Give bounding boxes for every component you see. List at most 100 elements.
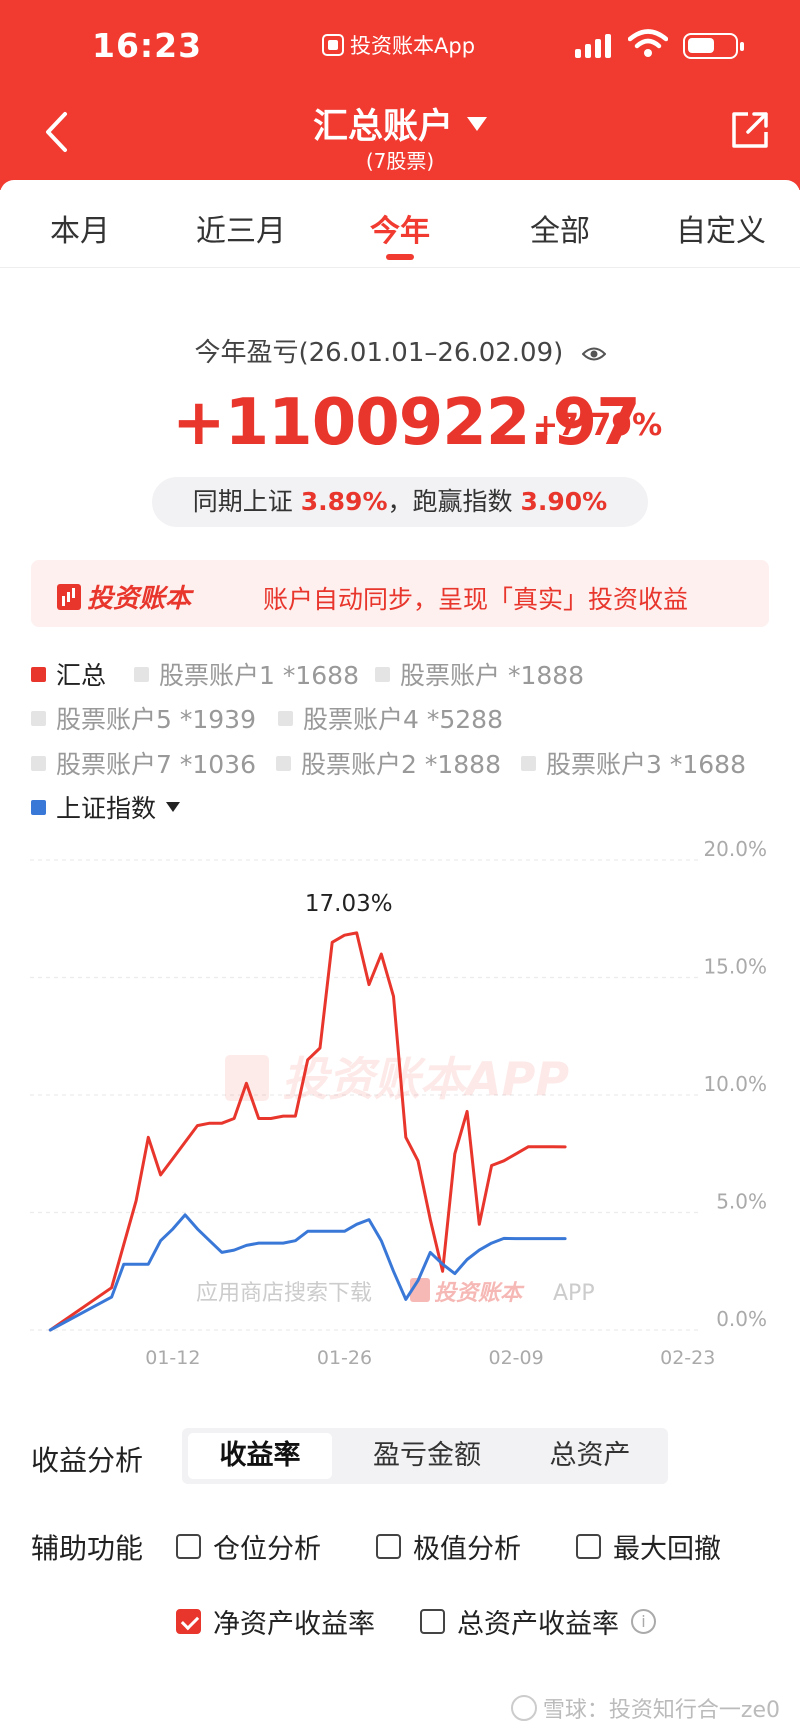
share-icon[interactable]	[728, 108, 772, 152]
legend-swatch	[278, 710, 293, 726]
chart-watermark-caption: 应用商店搜索下载	[196, 1281, 372, 1306]
pl-caption: 今年盈亏(26.01.01–26.02.09)	[0, 332, 800, 369]
page-subtitle: (7股票)	[365, 149, 435, 173]
compare-prefix: 同期上证	[192, 487, 293, 516]
tab-this-year[interactable]: 今年	[370, 214, 430, 249]
legend-swatch	[276, 755, 291, 771]
legend-item-account[interactable]: 股票账户 *1888	[375, 656, 584, 692]
pl-rate: +7.79%	[533, 408, 663, 443]
index-line	[48, 1213, 567, 1332]
legend-label: 上证指数	[56, 794, 157, 823]
compare-mid: ，跑赢指数	[387, 487, 513, 516]
brand-logo: 投资账本	[57, 578, 191, 615]
legend-swatch	[375, 666, 390, 682]
legend-label: 股票账户2 *1888	[301, 750, 501, 779]
status-time: 16:23	[92, 26, 203, 65]
chevron-down-icon	[166, 802, 181, 812]
analysis-segmented-control: 收益率 盈亏金额 总资产	[182, 1428, 668, 1484]
x-tick-label: 02-23	[660, 1347, 715, 1369]
index-rate: 3.89%	[300, 487, 388, 516]
legend-item-account2[interactable]: 股票账户2 *1888	[276, 745, 501, 781]
index-comparison: 同期上证 3.89%，跑赢指数 3.90%	[152, 477, 648, 527]
legend-label: 股票账户7 *1036	[56, 750, 256, 779]
legend-label: 股票账户5 *1939	[56, 705, 256, 734]
beat-rate: 3.90%	[520, 487, 608, 516]
segment-total-assets[interactable]: 总资产	[549, 1440, 631, 1471]
checkbox-icon	[376, 1534, 401, 1559]
y-tick-label: 0.0%	[716, 1307, 767, 1331]
legend-swatch	[134, 666, 149, 682]
chart-watermark: 投资账本APP	[282, 1052, 569, 1106]
segment-pl-amount[interactable]: 盈亏金额	[373, 1440, 481, 1471]
checkbox-extreme-analysis[interactable]: 极值分析	[376, 1527, 521, 1566]
checkbox-icon	[420, 1609, 445, 1634]
legend-swatch	[31, 799, 46, 815]
legend-item-index[interactable]: 上证指数	[31, 789, 181, 825]
pl-caption-text: 今年盈亏(26.01.01–26.02.09)	[194, 338, 564, 368]
y-tick-label: 20.0%	[703, 837, 767, 861]
legend-label: 股票账户4 *5288	[303, 705, 503, 734]
pl-amount: +1100922.97	[172, 386, 641, 460]
battery-icon	[683, 33, 744, 59]
legend-swatch	[521, 755, 536, 771]
app-icon	[322, 34, 344, 56]
checkbox-total-asset-return[interactable]: 总资产收益率 i	[420, 1602, 656, 1641]
status-app-indicator: 投资账本App	[322, 30, 475, 60]
active-tab-indicator	[386, 254, 414, 260]
legend-swatch	[31, 666, 46, 682]
account-selector[interactable]: 汇总账户	[0, 98, 800, 149]
promo-banner[interactable]: 投资账本 账户自动同步，呈现「真实」投资收益	[31, 560, 769, 627]
legend-label: 股票账户 *1888	[400, 661, 585, 690]
checkbox-position-analysis[interactable]: 仓位分析	[176, 1527, 321, 1566]
legend-item-account3[interactable]: 股票账户3 *1688	[521, 745, 746, 781]
checkbox-label: 最大回撤	[613, 1534, 721, 1565]
legend-item-account4[interactable]: 股票账户4 *5288	[278, 700, 503, 736]
checkbox-label: 仓位分析	[213, 1534, 321, 1565]
y-tick-label: 15.0%	[703, 955, 767, 979]
app-header: 16:23 投资账本App 汇总账户 (7股票)	[0, 0, 800, 190]
legend-label: 汇总	[56, 661, 107, 690]
tab-this-month[interactable]: 本月	[50, 214, 110, 249]
back-arrow-icon[interactable]	[40, 110, 74, 154]
checkbox-icon	[176, 1534, 201, 1559]
brand-logo-icon	[57, 583, 81, 610]
checkbox-icon	[576, 1534, 601, 1559]
checkbox-label: 极值分析	[413, 1534, 521, 1565]
wifi-icon	[628, 29, 668, 57]
signal-icon	[575, 32, 611, 58]
x-tick-label: 02-09	[489, 1347, 544, 1369]
legend-item-summary[interactable]: 汇总	[31, 656, 106, 692]
checkbox-checked-icon	[176, 1609, 201, 1634]
page-title: 汇总账户	[312, 107, 453, 147]
segment-return-rate[interactable]: 收益率	[188, 1433, 332, 1479]
summary-line	[48, 931, 567, 1332]
legend-swatch	[31, 755, 46, 771]
info-icon[interactable]: i	[631, 1609, 656, 1634]
footer-text: 雪球：投资知行合一ze0	[542, 1698, 780, 1723]
tab-custom[interactable]: 自定义	[676, 214, 766, 249]
watermark-logo-icon	[225, 1055, 269, 1101]
chevron-down-icon	[467, 117, 487, 131]
legend-item-account5[interactable]: 股票账户5 *1939	[31, 700, 256, 736]
eye-icon[interactable]	[581, 344, 606, 364]
status-app-name: 投资账本App	[350, 34, 476, 58]
return-chart[interactable]: 20.0% 15.0% 10.0% 5.0% 0.0% 01-12 01-26 02-09 02…	[0, 830, 800, 1370]
checkbox-label: 总资产收益率	[457, 1609, 619, 1640]
checkbox-max-drawdown[interactable]: 最大回撤	[576, 1527, 721, 1566]
legend-item-account1[interactable]: 股票账户1 *1688	[134, 656, 359, 692]
snowball-logo-icon	[510, 1695, 537, 1721]
checkbox-net-asset-return[interactable]: 净资产收益率	[176, 1602, 375, 1641]
legend-label: 股票账户1 *1688	[159, 661, 359, 690]
legend-swatch	[31, 710, 46, 726]
legend-item-account7[interactable]: 股票账户7 *1036	[31, 745, 256, 781]
peak-label: 17.03%	[305, 891, 393, 917]
x-tick-label: 01-26	[317, 1347, 372, 1369]
tab-all[interactable]: 全部	[530, 214, 590, 249]
analysis-label: 收益分析	[31, 1444, 144, 1477]
watermark-footer: 雪球：投资知行合一ze0	[510, 1692, 780, 1724]
period-tabs: 本月 近三月 今年 全部 自定义	[0, 180, 800, 268]
tab-three-months[interactable]: 近三月	[196, 214, 286, 249]
chart-watermark-suffix: APP	[553, 1281, 595, 1306]
legend-label: 股票账户3 *1688	[546, 750, 746, 779]
chart-watermark-brand: 投资账本	[434, 1281, 525, 1306]
